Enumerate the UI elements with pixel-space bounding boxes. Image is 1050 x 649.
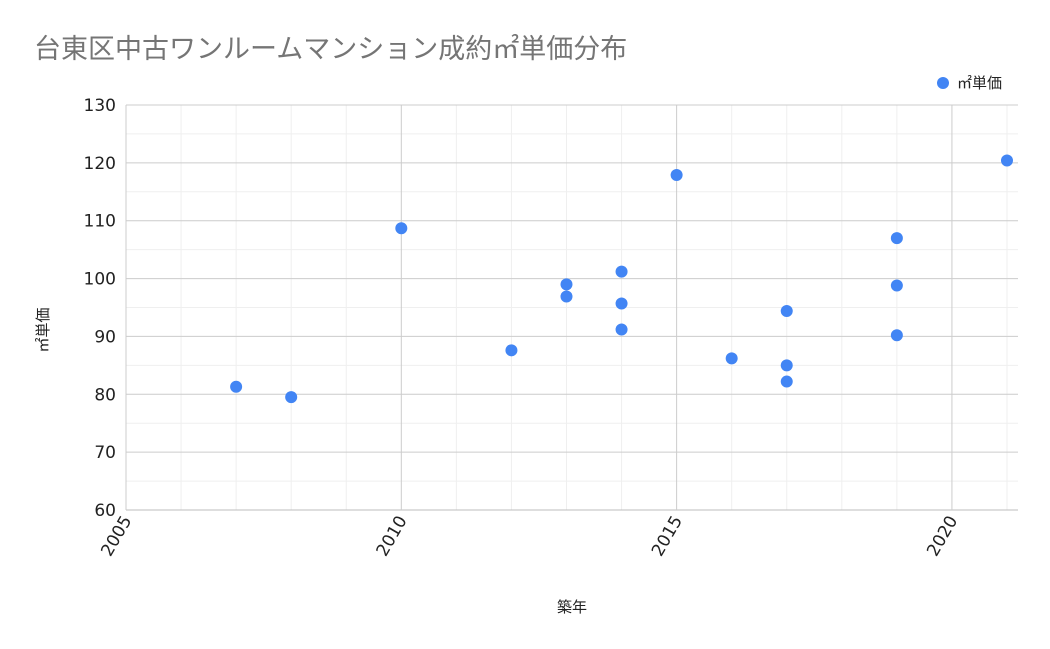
y-tick-label: 100 [84,270,116,290]
x-axis-label: 築年 [557,598,587,616]
data-point [560,290,573,303]
y-tick-label: 70 [94,443,116,463]
y-tick-label: 120 [84,154,116,174]
y-axis-label: ㎡単価 [34,307,52,352]
y-tick-label: 80 [94,385,116,405]
x-axis-ticks: 2005 2010 2015 2020 [97,513,962,560]
data-point [890,279,903,292]
legend-label: ㎡単価 [957,74,1002,92]
y-axis-ticks: 60 70 80 90 100 110 120 130 [84,96,116,521]
y-tick-label: 110 [84,212,116,232]
data-point [780,375,793,388]
y-tick-label: 130 [84,96,116,116]
data-point [615,265,628,278]
y-tick-label: 90 [94,327,116,347]
x-tick-label: 2015 [648,513,687,560]
data-point [670,169,683,182]
data-point [615,323,628,336]
data-point [615,297,628,310]
grid [125,104,1018,511]
data-point [505,344,518,357]
data-point [780,304,793,317]
data-point [560,278,573,291]
data-point [780,359,793,372]
data-point [395,222,408,235]
y-tick-label: 60 [94,501,116,521]
data-point [285,391,298,404]
legend: ㎡単価 [937,74,1002,92]
data-point [890,329,903,342]
legend-marker [937,77,949,89]
x-tick-label: 2010 [373,513,412,560]
data-point [725,352,738,365]
data-point [1000,154,1013,167]
data-points [230,154,1013,404]
chart-title: 台東区中古ワンルームマンション成約㎡単価分布 [34,34,627,65]
data-point [230,380,243,393]
x-tick-label: 2020 [923,513,962,560]
data-point [890,232,903,245]
